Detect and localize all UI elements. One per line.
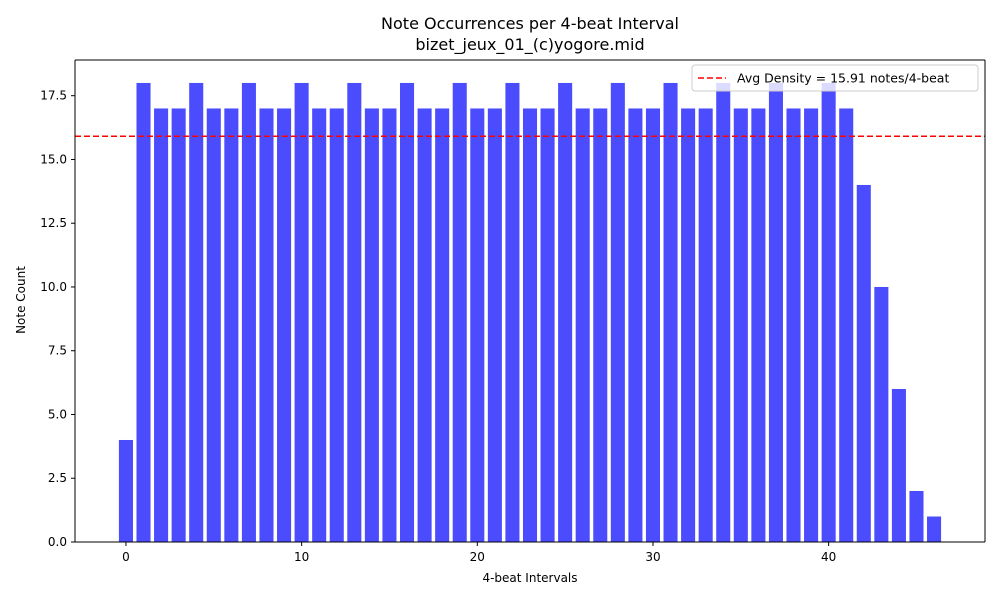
x-tick-label: 0	[122, 550, 130, 564]
bar-44	[891, 388, 906, 542]
bar-39	[804, 108, 819, 543]
bar-37	[768, 82, 783, 542]
bar-46	[927, 516, 942, 542]
bar-43	[874, 286, 889, 542]
x-tick-label: 40	[821, 550, 836, 564]
bar-27	[593, 108, 608, 543]
y-tick-label: 5.0	[48, 407, 67, 421]
bar-21	[487, 108, 502, 543]
bar-11	[312, 108, 327, 543]
bar-25	[558, 82, 573, 542]
bar-35	[733, 108, 748, 543]
bar-30	[645, 108, 660, 543]
axes-group	[74, 59, 986, 543]
y-tick-label: 10.0	[40, 280, 67, 294]
bar-4	[189, 82, 204, 542]
bar-17	[417, 108, 432, 543]
y-tick-label: 15.0	[40, 152, 67, 166]
x-tick-label: 30	[645, 550, 660, 564]
bar-12	[329, 108, 344, 543]
x-ticks-group: 0 10 20 30 40	[122, 542, 836, 564]
bar-14	[364, 108, 379, 543]
bar-40	[821, 82, 836, 542]
bar-23	[522, 108, 538, 543]
y-tick-label: 2.5	[48, 471, 67, 485]
bar-15	[382, 108, 397, 543]
bar-42	[856, 184, 871, 543]
x-tick-label: 20	[470, 550, 485, 564]
bar-20	[470, 108, 485, 543]
chart-subtitle: bizet_jeux_01_(c)yogore.mid	[415, 35, 644, 55]
bar-22	[505, 82, 520, 542]
bar-5	[206, 108, 221, 543]
bar-1	[136, 82, 151, 542]
bar-19	[452, 82, 467, 542]
y-tick-label: 12.5	[40, 216, 67, 230]
bar-7	[241, 82, 256, 542]
bar-24	[540, 108, 555, 543]
chart-title: Note Occurrences per 4-beat Interval	[381, 14, 679, 33]
bars-group	[118, 82, 942, 543]
legend-label-avg-density: Avg Density = 15.91 notes/4-beat	[737, 71, 949, 86]
y-tick-label: 17.5	[40, 89, 67, 103]
bar-13	[347, 82, 362, 542]
y-tick-label: 0.0	[48, 535, 67, 549]
bar-9	[277, 108, 292, 543]
bar-41	[839, 108, 854, 543]
bar-34	[716, 82, 731, 542]
bar-3	[171, 108, 186, 543]
legend: Avg Density = 15.91 notes/4-beat	[691, 64, 979, 92]
y-axis-label: Note Count	[14, 266, 28, 334]
bar-2	[154, 108, 169, 543]
bar-18	[435, 108, 450, 543]
bar-33	[698, 108, 713, 543]
bar-0	[118, 439, 133, 542]
y-ticks-group: 0.0 2.5 5.0 7.5 10.0 12.5 15.0 17.5	[40, 89, 75, 549]
x-axis-label: 4-beat Intervals	[482, 571, 577, 585]
bar-8	[259, 108, 274, 543]
bar-26	[575, 108, 590, 543]
bar-31	[663, 82, 678, 542]
bar-28	[610, 82, 625, 542]
x-tick-label: 10	[294, 550, 309, 564]
bar-6	[224, 108, 239, 543]
bar-45	[909, 490, 924, 542]
legend-box	[691, 64, 979, 92]
bar-10	[294, 82, 309, 542]
bar-32	[681, 108, 696, 543]
bar-38	[786, 108, 801, 543]
bar-36	[751, 108, 766, 543]
y-tick-label: 7.5	[48, 344, 67, 358]
bar-29	[628, 108, 643, 543]
bar-16	[400, 82, 415, 542]
